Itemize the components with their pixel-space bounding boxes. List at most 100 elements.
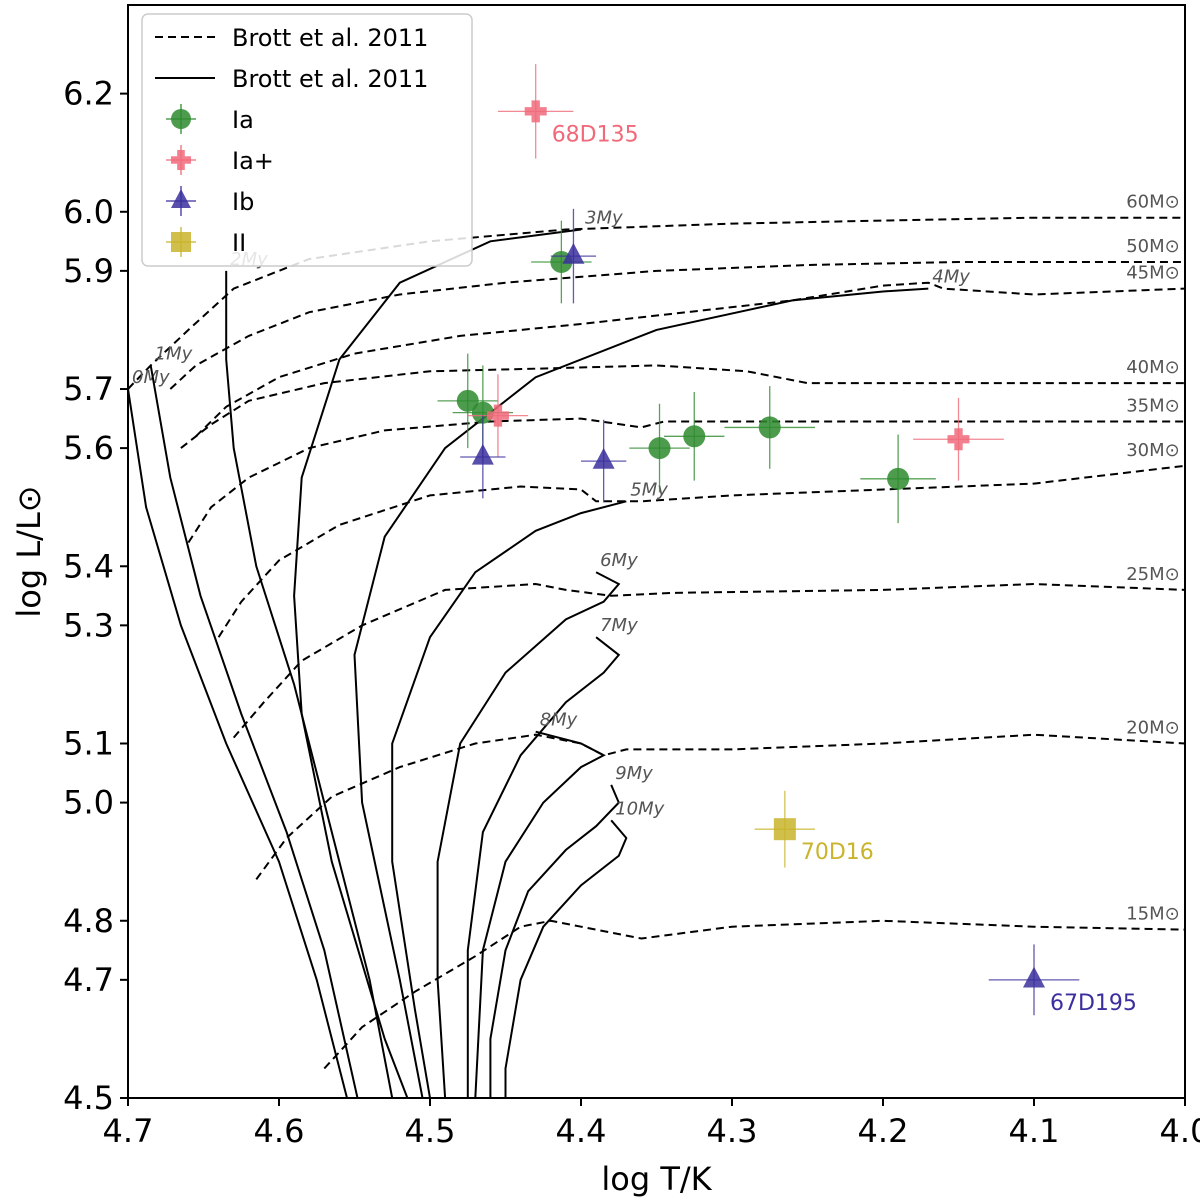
marker-square [171, 232, 191, 252]
track-mass-label: 35M⊙ [1126, 396, 1180, 417]
star-point [581, 419, 627, 503]
y-tick-label: 5.9 [63, 252, 114, 290]
isochrone-age-label: 5My [630, 479, 668, 500]
y-tick-label: 5.1 [63, 725, 114, 763]
isochrone-1My [149, 365, 359, 1098]
star-point [467, 374, 529, 457]
star-id-label: 68D135 [552, 122, 639, 147]
star-markers: 68D135 67D195 70D16 [437, 64, 1137, 1016]
star-id-label: 70D16 [801, 840, 874, 865]
track-mass-label: 15M⊙ [1126, 904, 1180, 925]
track-40M [180, 364, 1185, 449]
x-axis-ticks: 4.7 4.6 4.5 4.4 4.3 4.2 4.1 4.0 [103, 1098, 1200, 1150]
track-25M [232, 582, 1185, 739]
y-tick-label: 4.7 [63, 961, 114, 999]
legend-label: II [232, 229, 246, 257]
marker-circle [758, 416, 781, 439]
isochrone-6My [436, 571, 621, 1098]
legend-entry: Brott et al. 2011 [155, 24, 428, 52]
y-tick-label: 5.7 [63, 370, 114, 408]
x-axis-label: log T/K [601, 1160, 712, 1198]
isochrone-10My [504, 819, 628, 1098]
track-15M [323, 919, 1185, 1070]
isochrone-age-label: 9My [615, 763, 653, 784]
star-point [629, 403, 690, 493]
marker-square [773, 818, 796, 841]
y-axis-label: log L/L⊙ [10, 485, 48, 617]
y-tick-label: 5.3 [63, 606, 114, 644]
track-35M [187, 417, 1185, 544]
isochrone-age-label: 7My [600, 615, 638, 636]
star-point [437, 353, 498, 449]
track-mass-label: 60M⊙ [1126, 192, 1180, 213]
star-point [913, 397, 1004, 481]
isochrone-age-label: 6My [600, 550, 638, 571]
y-tick-label: 5.0 [63, 784, 114, 822]
track-mass-label: 20M⊙ [1126, 718, 1180, 739]
track-60M [128, 216, 1185, 390]
isochrone-4My [353, 287, 929, 1098]
track-mass-label: 25M⊙ [1126, 564, 1180, 585]
star-point [460, 415, 506, 499]
marker-circle [683, 425, 706, 448]
isochrone-9My [489, 784, 620, 1098]
marker-circle [887, 467, 910, 490]
isochrone-age-label: 10My [615, 798, 664, 819]
y-tick-label: 5.4 [63, 547, 114, 585]
marker-triangle [171, 189, 191, 208]
track-30M [217, 464, 1185, 638]
marker-triangle [1023, 966, 1045, 988]
legend-entry: Ib [166, 186, 254, 216]
y-tick-label: 4.8 [63, 902, 114, 940]
isochrones: 0My1My2My3My4My5My6My7My8My9My10My [128, 208, 970, 1098]
track-mass-label: 40M⊙ [1126, 357, 1180, 378]
marker-plus [947, 428, 970, 451]
marker-circle [648, 437, 671, 460]
marker-plus [171, 150, 191, 170]
track-50M [169, 261, 1185, 390]
legend-entry: Ia+ [166, 145, 274, 175]
track-mass-label: 50M⊙ [1126, 236, 1180, 257]
marker-plus [486, 404, 509, 427]
legend-entry: II [166, 227, 246, 257]
marker-plus [524, 100, 547, 123]
star-point [664, 391, 725, 481]
legend-entry: Ia [166, 104, 254, 134]
track-20M [255, 733, 1185, 880]
x-tick-label: 4.6 [254, 1112, 305, 1150]
isochrone-age-label: 3My [585, 208, 623, 229]
y-axis-ticks: 4.5 4.7 4.8 5.0 5.1 5.3 5.4 5.6 5.7 5.9 6.0 6.2 [63, 75, 128, 1117]
marker-triangle [471, 443, 494, 465]
star-point [724, 386, 816, 469]
x-tick-label: 4.0 [1160, 1112, 1200, 1150]
isochrone-age-label: 0My [132, 367, 170, 388]
marker-triangle [562, 242, 585, 264]
x-tick-label: 4.7 [103, 1112, 154, 1150]
isochrone-age-label: 1My [155, 343, 193, 364]
star-point [550, 208, 597, 304]
legend-label: Ia+ [232, 147, 274, 175]
isochrone-5My [391, 500, 627, 1098]
star-point: 67D195 [988, 944, 1137, 1016]
legend-box [141, 13, 473, 267]
y-tick-label: 6.0 [63, 193, 114, 231]
marker-circle [171, 109, 191, 129]
isochrone-8My [474, 730, 606, 1098]
plot-frame [127, 4, 1186, 1099]
x-tick-label: 4.3 [707, 1112, 758, 1150]
evolutionary-tracks: 60M⊙ 50M⊙ 45M⊙ 40M⊙ 35M⊙ 30M⊙ 25M⊙ 20M⊙ 15M⊙ [128, 192, 1185, 1070]
x-tick-label: 4.5 [405, 1112, 456, 1150]
star-point [860, 434, 936, 524]
marker-circle [456, 389, 479, 412]
isochrone-2My [225, 270, 394, 1098]
track-mass-label: 30M⊙ [1126, 440, 1180, 461]
isochrone-7My [466, 636, 621, 1098]
legend-entry: Brott et al. 2011 [155, 65, 428, 93]
star-point: 70D16 [754, 790, 874, 868]
x-tick-label: 4.1 [1009, 1112, 1060, 1150]
y-tick-label: 5.6 [63, 429, 114, 467]
track-mass-label: 45M⊙ [1126, 263, 1180, 284]
star-id-label: 67D195 [1050, 991, 1137, 1016]
isochrone-0My [128, 388, 348, 1098]
legend-label: Ia [232, 106, 254, 134]
